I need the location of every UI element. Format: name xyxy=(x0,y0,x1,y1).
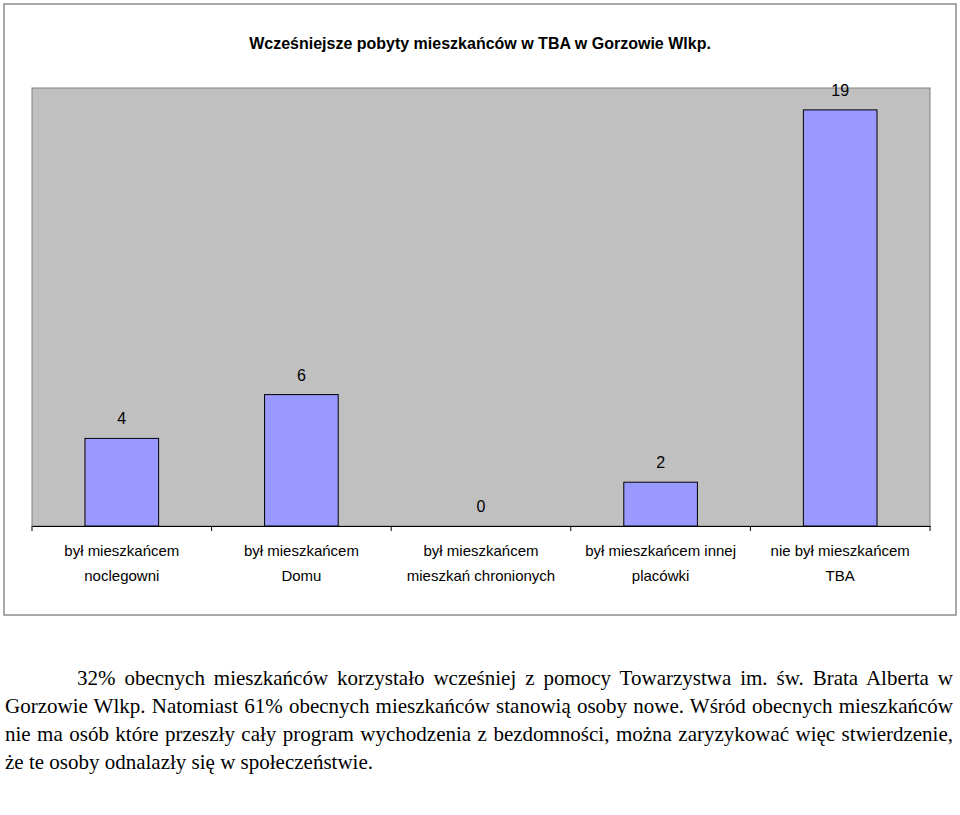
x-tick: był mieszkańcem innej placówki xyxy=(585,526,736,584)
x-tick-label: był mieszkańcem innej placówki xyxy=(585,542,736,584)
data-label: 4 xyxy=(117,410,126,427)
x-axis-line xyxy=(33,526,931,527)
data-label: 2 xyxy=(656,454,665,471)
x-tick-label: nie był mieszkańcem TBA xyxy=(771,542,910,584)
x-tick: nie był mieszkańcem TBA xyxy=(771,526,910,584)
title: Wcześniejsze pobyty mieszkańców w TBA w … xyxy=(249,35,711,52)
x-tick: był mieszkańcem Domu xyxy=(244,526,359,584)
x-tick-label-line: był mieszkańcem xyxy=(423,542,538,559)
data-label: 6 xyxy=(297,367,306,384)
x-tick-label-line: placówki xyxy=(632,567,690,584)
x-tick-label: był mieszkańcem noclegowni xyxy=(64,542,179,584)
bar xyxy=(624,482,698,526)
data-labels: 4 6 0 2 19 xyxy=(117,82,849,515)
x-tick-label-line: był mieszkańcem xyxy=(244,542,359,559)
x-tick-label-line: mieszkań chronionych xyxy=(407,567,555,584)
x-tick: był mieszkańcem noclegowni xyxy=(64,526,179,584)
x-tick-label: był mieszkańcem mieszkań chronionych xyxy=(407,542,555,584)
chart-frame xyxy=(4,4,956,615)
data-label: 19 xyxy=(831,82,849,99)
category-separator xyxy=(32,526,33,531)
bar xyxy=(803,110,877,526)
plot-area xyxy=(32,88,930,526)
bar xyxy=(444,526,518,527)
x-tick-label-line: był mieszkańcem innej xyxy=(585,542,736,559)
x-tick-label-line: nie był mieszkańcem xyxy=(771,542,910,559)
chart: Wcześniejsze pobyty mieszkańców w TBA w … xyxy=(0,0,960,625)
x-axis: był mieszkańcemnoclegownibył mieszkańcem… xyxy=(33,526,931,584)
bars xyxy=(85,110,877,526)
data-label: 0 xyxy=(477,498,486,515)
x-tick: był mieszkańcem mieszkań chronionych xyxy=(407,526,555,584)
x-tick-label-line: był mieszkańcem xyxy=(64,542,179,559)
bar xyxy=(85,438,159,526)
x-tick-label: był mieszkańcem Domu xyxy=(244,542,359,584)
bar xyxy=(265,395,339,526)
x-tick-label-line: Domu xyxy=(281,567,321,584)
x-tick-label-line: TBA xyxy=(826,567,855,584)
caption: 32% obecnych mieszkańców korzystało wcze… xyxy=(5,664,953,776)
x-tick-label-line: noclegowni xyxy=(84,567,159,584)
